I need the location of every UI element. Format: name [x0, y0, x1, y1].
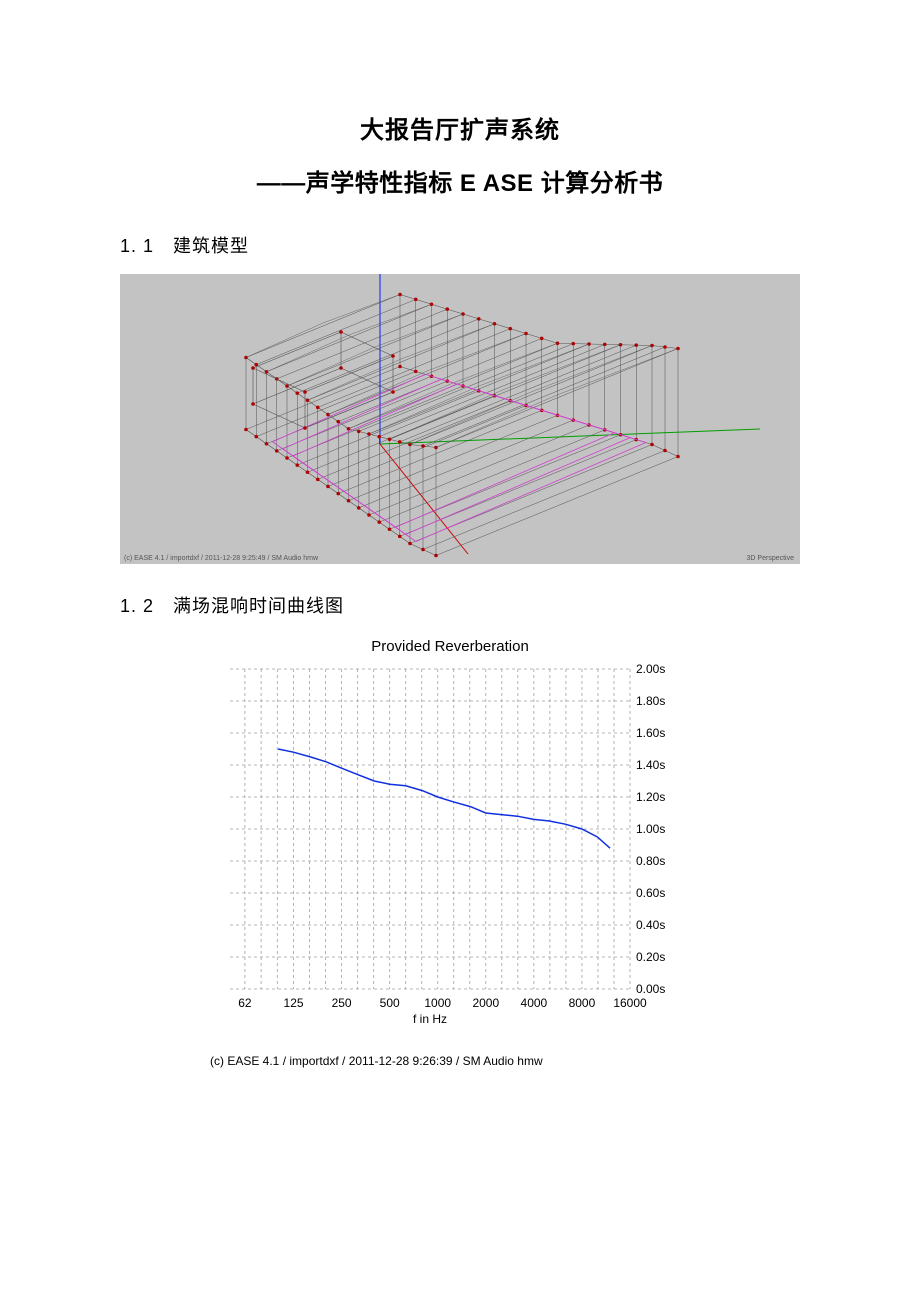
svg-text:250: 250	[332, 996, 352, 1010]
section-heading-1-1: 1. 1 建筑模型	[120, 232, 800, 258]
reverberation-chart: Provided Reverberation 0.00s0.20s0.40s0.…	[210, 638, 690, 1068]
svg-text:0.60s: 0.60s	[636, 886, 665, 900]
model-footer-right: 3D Perspective	[747, 555, 794, 562]
svg-text:8000: 8000	[569, 996, 596, 1010]
model-footer-left: (c) EASE 4.1 / importdxf / 2011-12-28 9:…	[124, 555, 318, 562]
svg-text:0.40s: 0.40s	[636, 918, 665, 932]
svg-text:4000: 4000	[521, 996, 548, 1010]
svg-text:1.40s: 1.40s	[636, 758, 665, 772]
svg-text:1000: 1000	[424, 996, 451, 1010]
svg-text:62: 62	[238, 996, 252, 1010]
chart-caption: (c) EASE 4.1 / importdxf / 2011-12-28 9:…	[210, 1054, 690, 1068]
svg-text:f in Hz: f in Hz	[413, 1012, 447, 1026]
title-line-1: 大报告厅扩声系统	[120, 110, 800, 145]
reverb-chart-svg: 0.00s 0.20s 0.40s 0.60s 0.80s 1.00s 1.20s 1.40s…	[210, 659, 690, 1039]
section-heading-1-2: 1. 2 满场混响时间曲线图	[120, 592, 800, 618]
svg-text:0.80s: 0.80s	[636, 854, 665, 868]
page-title-block: 大报告厅扩声系统 ——声学特性指标 E ASE 计算分析书	[120, 110, 800, 198]
svg-text:1.80s: 1.80s	[636, 694, 665, 708]
chart-title: Provided Reverberation	[210, 638, 690, 655]
svg-text:125: 125	[284, 996, 304, 1010]
svg-text:1.20s: 1.20s	[636, 790, 665, 804]
svg-text:500: 500	[380, 996, 400, 1010]
svg-text:1.60s: 1.60s	[636, 726, 665, 740]
architecture-3d-model: (c) EASE 4.1 / importdxf / 2011-12-28 9:…	[120, 274, 800, 564]
svg-text:0.00s: 0.00s	[636, 982, 665, 996]
svg-text:16000: 16000	[613, 996, 647, 1010]
svg-text:2000: 2000	[472, 996, 499, 1010]
svg-text:0.20s: 0.20s	[636, 950, 665, 964]
model-3d-svg	[120, 274, 800, 564]
title-line-2: ——声学特性指标 E ASE 计算分析书	[120, 163, 800, 198]
svg-text:1.00s: 1.00s	[636, 822, 665, 836]
svg-text:2.00s: 2.00s	[636, 662, 665, 676]
